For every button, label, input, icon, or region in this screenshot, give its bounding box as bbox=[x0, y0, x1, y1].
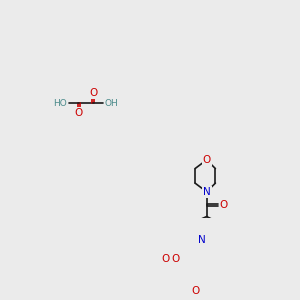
Text: O: O bbox=[191, 286, 199, 296]
Text: O: O bbox=[89, 88, 98, 98]
Text: HO: HO bbox=[53, 99, 67, 108]
Text: O: O bbox=[75, 108, 83, 118]
Text: O: O bbox=[202, 155, 211, 165]
Text: O: O bbox=[220, 200, 228, 210]
Text: O: O bbox=[171, 254, 179, 264]
Text: N: N bbox=[203, 187, 211, 197]
Text: N: N bbox=[198, 235, 206, 245]
Text: OH: OH bbox=[105, 99, 119, 108]
Text: O: O bbox=[161, 254, 169, 264]
